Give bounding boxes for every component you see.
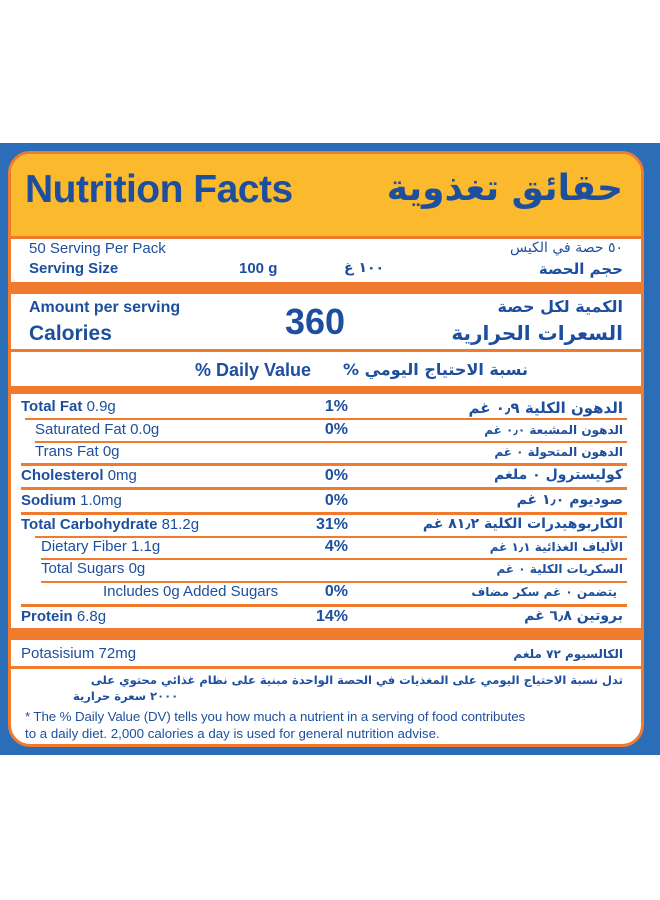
nutrient-row-percent: 4% — [324, 538, 348, 555]
potassium-row-arabic: الكالسيوم ٧٢ ملغم — [513, 647, 623, 661]
nutrient-row-name: Cholesterol 0mg — [21, 467, 137, 484]
nutrient-row-percent: 0% — [324, 467, 348, 484]
nutrient-row-arabic: الدهون المشبعة ٠٫٠ غم — [484, 423, 623, 437]
nutrient-row-arabic: الكاربوهيدرات الكلية ٨١٫٢ غم — [422, 516, 623, 532]
row-divider — [21, 463, 627, 466]
nutrient-row-arabic: بروتين ٦٫٨ غم — [524, 608, 623, 624]
nutrition-label: Nutrition Facts حقائق تغذوية 50 Serving … — [8, 151, 644, 747]
calories-value: 360 — [285, 301, 346, 342]
servings-per-pack: 50 Serving Per Pack — [29, 240, 166, 257]
title-arabic: حقائق تغذوية — [386, 168, 623, 209]
nutrient-row-name: Sodium 1.0mg — [21, 492, 122, 509]
footnote-english-line2: to a daily diet. 2,000 calories a day is… — [25, 726, 440, 741]
title-english: Nutrition Facts — [25, 168, 293, 211]
row-divider — [35, 536, 627, 538]
nutrient-row-arabic: يتضمن ٠ غم سكر مضاف — [471, 585, 617, 599]
footnote-arabic-line1: تدل نسبة الاحتياج اليومي على المغذيات في… — [90, 673, 623, 687]
amount-per-serving-label: Amount per serving — [29, 299, 181, 316]
row-divider — [25, 418, 627, 420]
footnote-english-line1: * The % Daily Value (DV) tells you how m… — [25, 709, 526, 724]
nutrient-row-name: Dietary Fiber 1.1g — [41, 538, 161, 555]
nutrient-row-arabic: الدهون الكلية ٠٫٩ غم — [468, 399, 624, 417]
nutrient-row-name: Protein 6.8g — [21, 608, 107, 625]
row-divider — [21, 604, 627, 607]
serving-size-label: Serving Size — [29, 260, 119, 277]
divider — [11, 349, 641, 352]
title-bar: Nutrition Facts حقائق تغذوية — [11, 154, 641, 239]
nutrient-row-arabic: صوديوم ١٫٠ غم — [516, 492, 623, 508]
row-divider — [21, 512, 627, 515]
nutrient-row-arabic: السكريات الكلية ٠ غم — [496, 562, 624, 576]
thick-divider — [11, 386, 641, 394]
nutrient-row-percent: 0% — [324, 492, 348, 509]
nutrient-row-percent: 14% — [315, 608, 348, 625]
thick-divider — [11, 628, 641, 640]
row-divider — [21, 487, 627, 490]
serving-size-value: 100 g — [239, 260, 278, 277]
nutrient-row-arabic: الألياف الغذائية ١٫١ غم — [489, 540, 623, 554]
daily-value-heading: % Daily Value — [195, 360, 312, 380]
nutrient-row-name: Total Sugars 0g — [41, 560, 146, 577]
serving-size-label-arabic: حجم الحصة — [538, 260, 623, 278]
nutrient-row-arabic: الدهون المتحولة ٠ غم — [494, 445, 623, 459]
row-divider — [41, 581, 627, 583]
serving-size-value-arabic: ١٠٠ غ — [344, 260, 385, 276]
thick-divider — [11, 282, 641, 294]
row-divider — [35, 441, 627, 443]
nutrient-row-name: Trans Fat 0g — [35, 443, 120, 460]
nutrient-row-percent: 0% — [324, 421, 348, 438]
footnote-arabic-line2: ٢٠٠٠ سعرة حرارية — [73, 689, 179, 703]
nutrient-row-percent: 0% — [324, 583, 348, 600]
nutrient-row-name: Saturated Fat 0.0g — [35, 421, 160, 438]
calories-label: Calories — [29, 322, 112, 345]
potassium-row: Potasisium 72mg — [21, 645, 137, 662]
divider — [11, 666, 641, 669]
nutrient-row-percent: 31% — [315, 516, 348, 533]
calories-label-arabic: السعرات الحرارية — [451, 321, 623, 345]
nutrient-row-name: Total Fat 0.9g — [21, 398, 116, 415]
nutrient-row-percent: 1% — [324, 398, 348, 415]
row-divider — [41, 558, 627, 560]
nutrient-row-name: Total Carbohydrate 81.2g — [21, 516, 200, 533]
servings-per-pack-arabic: ٥٠ حصة في الكيس — [509, 240, 623, 256]
amount-per-serving-arabic: الكمية لكل حصة — [497, 297, 624, 316]
daily-value-heading-arabic: نسبة الاحتياج اليومي % — [343, 360, 528, 379]
nutrient-row-name: Includes 0g Added Sugars — [103, 583, 279, 600]
nutrient-row-arabic: كوليسترول ٠ ملغم — [494, 467, 623, 483]
